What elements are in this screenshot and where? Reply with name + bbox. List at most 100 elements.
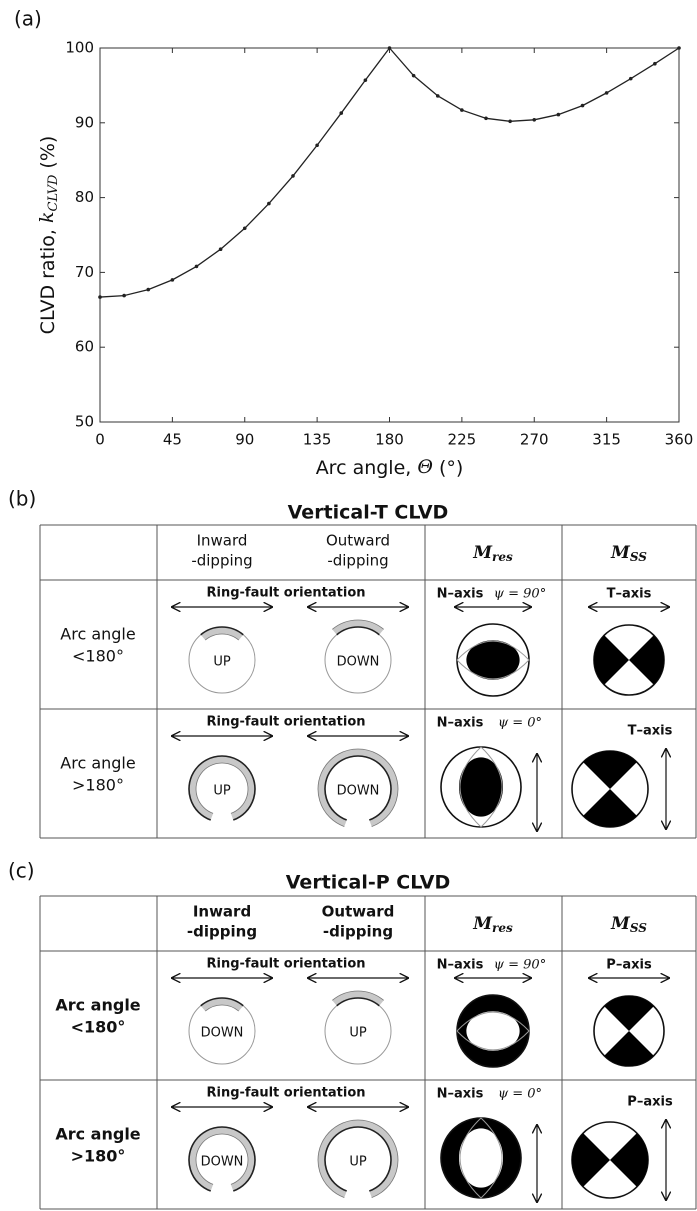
column-header: Inward [193, 903, 251, 921]
x-axis-label: Arc angle, Θ (°) [316, 456, 464, 479]
panel-label: (a) [14, 7, 42, 31]
mss-quadrant [583, 789, 637, 828]
ring-fault-band-edge [205, 633, 239, 641]
x-tick-label: 270 [520, 431, 549, 449]
x-tick-label: 360 [665, 431, 694, 449]
data-point [411, 73, 416, 78]
axis-name: N–axis [437, 716, 484, 731]
header-symbol: M [610, 914, 631, 934]
ring-fault-band [318, 749, 398, 827]
column-header: Outward [326, 532, 390, 550]
data-point [604, 91, 609, 95]
ring-fault-band [189, 756, 255, 821]
data-point [315, 143, 319, 148]
ring-fault-line [188, 1126, 256, 1192]
mres-nodal-lens [459, 746, 503, 828]
column-header: Mres [472, 543, 513, 564]
y-label-subscript: CLVD [46, 174, 61, 211]
x-label-text: Arc angle, [316, 457, 418, 479]
ring-fault-band [318, 1120, 398, 1198]
x-tick-label: 225 [448, 431, 477, 449]
axis-name: N–axis [437, 958, 484, 973]
row-label: >180° [71, 1147, 126, 1166]
data-point [218, 247, 223, 252]
x-label-symbol: Θ [417, 456, 433, 478]
data-point [460, 108, 464, 112]
data-point [556, 112, 561, 117]
mres-ellipse [459, 1128, 503, 1188]
axis-name: N–axis [437, 587, 484, 602]
motion-label: DOWN [201, 1155, 244, 1170]
data-point [580, 103, 585, 108]
ring-fault-line [336, 626, 380, 636]
header-subscript: SS [630, 921, 647, 935]
psi-angle: ψ = 0° [498, 716, 542, 731]
header-symbol: M [472, 543, 493, 563]
column-header: -dipping [327, 552, 388, 570]
axis-name: P–axis [606, 958, 652, 973]
ring-fault-line [200, 997, 244, 1007]
psi-angle: ψ = 90° [494, 958, 546, 973]
axis-name: T–axis [628, 724, 673, 739]
data-point [435, 94, 440, 98]
mres-ellipse [466, 640, 520, 680]
x-tick-label: 90 [235, 431, 254, 449]
ring-fault-line [200, 626, 244, 636]
mres-nodal-lens [456, 1011, 530, 1051]
mss-quadrant [594, 635, 629, 685]
data-point [387, 46, 392, 50]
ring-fault-caption: Ring-fault orientation [206, 715, 365, 730]
psi-angle: ψ = 90° [494, 587, 546, 602]
data-point [194, 264, 199, 269]
data-point [267, 201, 271, 206]
data-point [484, 116, 488, 121]
ring-fault-band-edge [317, 748, 399, 827]
motion-label: UP [213, 784, 231, 799]
x-tick-label: 0 [95, 431, 105, 449]
ring-fault-band-edge [317, 1119, 399, 1198]
mss-quadrant [583, 750, 637, 789]
header-subscript: res [492, 921, 513, 935]
ring-fault-line [336, 997, 380, 1007]
plot-frame [99, 47, 680, 423]
mss-quadrant [571, 1133, 610, 1187]
mres-ellipse [466, 1011, 520, 1051]
x-tick-label: 180 [375, 431, 404, 449]
axis-name: T–axis [607, 587, 652, 602]
row-label: Arc angle [55, 1125, 140, 1144]
mss-quadrant [604, 996, 654, 1031]
row-label: <180° [71, 1018, 126, 1037]
header-subscript: SS [630, 550, 647, 564]
y-axis-label: CLVD ratio, kCLVD (%) [36, 136, 61, 335]
ring-fault-band-edge [205, 1004, 239, 1012]
ring-fault-band [332, 620, 384, 635]
row-label: Arc angle [60, 625, 135, 644]
mss-quadrant [604, 1031, 654, 1066]
y-tick-label: 50 [75, 413, 94, 431]
ring-fault-line [324, 1126, 392, 1192]
column-header: -dipping [187, 923, 257, 941]
y-tick-label: 90 [75, 113, 94, 131]
column-header: Mres [472, 914, 513, 935]
y-label-text: CLVD ratio, [37, 223, 59, 334]
axis-name: P–axis [627, 1095, 673, 1110]
data-point [363, 78, 368, 82]
mres-ellipse [459, 757, 503, 817]
column-header: -dipping [323, 923, 393, 941]
ring-fault-band [189, 1127, 255, 1192]
row-label: <180° [72, 647, 124, 666]
ring-fault-band-edge [332, 990, 384, 1001]
column-header: Outward [322, 903, 395, 921]
y-tick-label: 100 [65, 39, 94, 57]
axis-name: N–axis [437, 1087, 484, 1102]
header-symbol: M [610, 543, 631, 563]
motion-label: UP [349, 1155, 367, 1170]
data-point [532, 118, 537, 122]
ring-fault-line [188, 755, 256, 821]
ring-fault-caption: Ring-fault orientation [206, 957, 365, 972]
ring-fault-band [200, 627, 244, 641]
x-label-unit: (°) [433, 457, 463, 479]
ring-fault-band [332, 991, 384, 1006]
